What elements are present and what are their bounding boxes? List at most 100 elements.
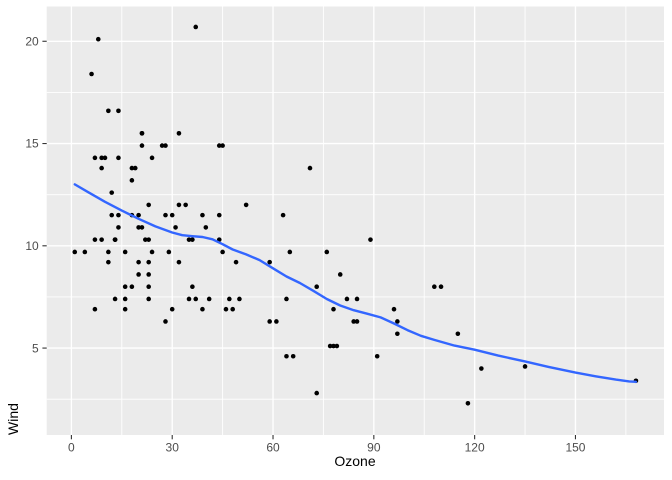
data-point — [395, 331, 400, 337]
data-point — [284, 353, 289, 359]
data-point — [216, 212, 222, 218]
data-point — [206, 296, 212, 302]
data-point — [92, 306, 98, 312]
data-point — [324, 249, 330, 255]
data-point — [122, 296, 128, 302]
y-axis-title: Wind — [5, 403, 21, 435]
data-point — [146, 237, 151, 242]
data-point — [149, 155, 155, 161]
data-point — [438, 284, 444, 290]
data-point — [136, 259, 141, 265]
data-point — [331, 306, 336, 312]
data-point — [106, 108, 111, 114]
data-point — [136, 212, 141, 218]
data-point — [200, 212, 205, 218]
data-point — [290, 353, 296, 359]
data-point — [159, 143, 165, 148]
data-point — [193, 24, 199, 30]
data-point — [284, 296, 289, 302]
data-point — [95, 36, 101, 42]
data-point — [146, 284, 151, 290]
data-point — [522, 364, 528, 369]
data-point — [307, 165, 313, 171]
data-point — [267, 319, 272, 324]
data-point — [220, 143, 225, 148]
data-point — [132, 165, 138, 171]
data-point — [139, 131, 145, 136]
data-point — [220, 249, 225, 255]
x-tick-label: 30 — [166, 441, 180, 455]
data-point — [176, 131, 182, 136]
data-point — [432, 284, 437, 290]
data-point — [351, 319, 356, 324]
data-point — [274, 319, 279, 324]
data-point — [139, 143, 145, 148]
data-point — [176, 259, 182, 265]
data-point — [374, 353, 380, 359]
data-point — [116, 225, 121, 230]
data-point — [337, 272, 343, 277]
data-point — [227, 296, 232, 302]
x-axis-title: Ozone — [334, 453, 376, 469]
data-point — [139, 225, 145, 230]
x-tick-label: 60 — [266, 441, 280, 455]
data-point — [106, 249, 111, 255]
data-point — [183, 202, 188, 208]
data-point — [102, 155, 108, 161]
data-point — [82, 249, 88, 255]
data-point — [203, 225, 209, 230]
panel-background — [46, 6, 664, 435]
data-point — [190, 237, 195, 242]
data-point — [169, 212, 175, 218]
data-point — [354, 319, 360, 324]
data-point — [136, 272, 141, 277]
data-point — [314, 284, 320, 290]
y-tick-label: 20 — [25, 34, 39, 48]
data-point — [109, 190, 115, 195]
data-point — [334, 343, 340, 349]
data-point — [237, 296, 242, 302]
data-point — [280, 212, 286, 218]
data-point — [146, 202, 151, 208]
data-point — [92, 155, 98, 161]
data-point — [143, 237, 148, 242]
data-point — [99, 155, 104, 161]
data-point — [116, 108, 121, 114]
data-point — [109, 212, 115, 218]
data-point — [149, 249, 155, 255]
data-point — [72, 249, 78, 255]
data-point — [122, 249, 128, 255]
data-point — [193, 296, 199, 302]
data-point — [267, 259, 272, 265]
data-point — [122, 306, 128, 312]
data-point — [243, 202, 249, 208]
data-point — [129, 178, 135, 183]
data-point — [200, 306, 205, 312]
data-point — [479, 366, 484, 371]
data-point — [136, 225, 141, 230]
data-point — [166, 249, 172, 255]
data-point — [331, 343, 336, 349]
data-point — [455, 331, 461, 337]
data-point — [163, 319, 168, 324]
data-point — [186, 237, 192, 242]
x-tick-label: 120 — [465, 441, 485, 455]
data-point — [354, 296, 360, 302]
x-tick-label: 150 — [565, 441, 585, 455]
data-point — [129, 284, 135, 290]
x-tick-label: 0 — [68, 441, 75, 455]
data-point — [344, 296, 350, 302]
data-point — [122, 284, 128, 290]
y-tick-label: 15 — [25, 137, 39, 151]
y-tick-label: 5 — [32, 341, 39, 355]
data-point — [186, 296, 192, 302]
data-point — [129, 165, 135, 171]
data-point — [116, 155, 121, 161]
data-point — [92, 237, 98, 242]
data-point — [287, 249, 293, 255]
data-point — [465, 400, 471, 406]
data-point — [230, 306, 235, 312]
data-point — [391, 306, 397, 312]
